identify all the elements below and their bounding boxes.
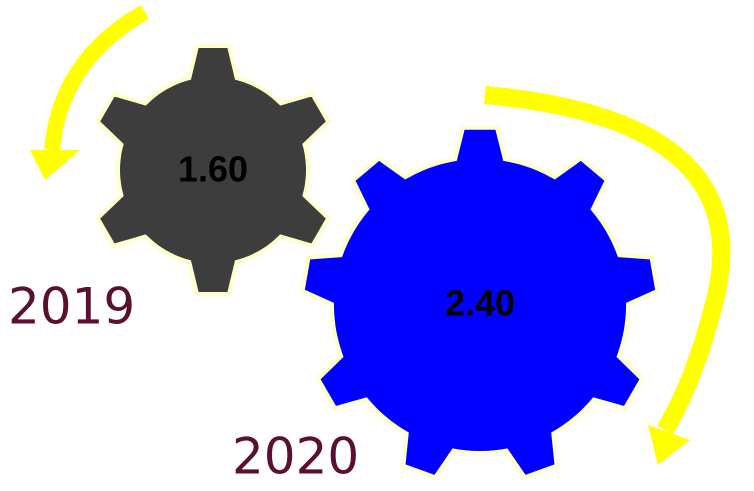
arrow-head — [648, 425, 690, 465]
year-label: 2020 — [232, 428, 359, 486]
gear — [300, 125, 660, 480]
rotation-arrow — [484, 86, 731, 435]
gear-value: 2.40 — [445, 283, 515, 324]
rotation-arrow — [44, 5, 149, 151]
gear — [95, 44, 331, 296]
year-label: 2019 — [8, 278, 135, 336]
arrow-head — [30, 150, 80, 180]
gear-value: 1.60 — [178, 149, 248, 190]
